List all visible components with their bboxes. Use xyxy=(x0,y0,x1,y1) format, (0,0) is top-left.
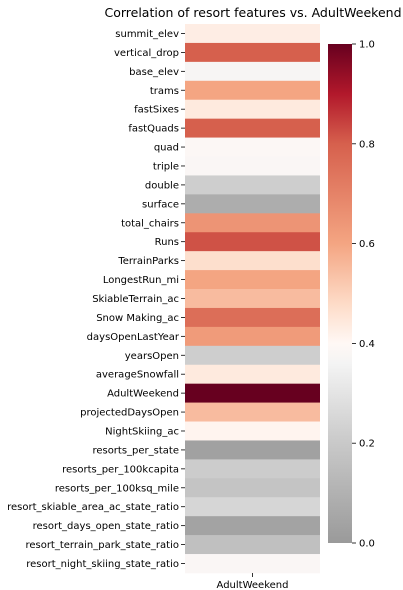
heatmap-cell-resort-night-skiing-state-ratio xyxy=(185,554,320,574)
row-label-longestrun-mi: LongestRun_mi xyxy=(103,275,179,286)
row-label-runs: Runs xyxy=(155,237,179,248)
heatmap-cell-double xyxy=(185,175,320,195)
row-label-resort-skiable-area-ac-state-ratio: resort_skiable_area_ac_state_ratio xyxy=(7,502,179,513)
heatmap-cell-fastsixes xyxy=(185,99,320,119)
row-label-fastquads: fastQuads xyxy=(128,124,179,135)
colorbar-ticks: 0.0 0.2 0.4 0.6 0.8 1.0 xyxy=(352,40,375,550)
heatmap-cell-resort-days-open-state-ratio xyxy=(185,516,320,536)
row-label-snow-making-ac: Snow Making_ac xyxy=(96,313,179,324)
heatmap-cell-resort-skiable-area-ac-state-ratio xyxy=(185,497,320,517)
row-label-resorts-per-state: resorts_per_state xyxy=(92,445,179,456)
row-label-trams: trams xyxy=(150,86,179,97)
row-label-averagesnowfall: averageSnowfall xyxy=(96,370,179,381)
row-label-vertical-drop: vertical_drop xyxy=(114,48,179,59)
heatmap-cell-projecteddaysopen xyxy=(185,402,320,422)
row-label-skiableterrain-ac: SkiableTerrain_ac xyxy=(92,294,179,305)
heatmap-cell-resorts-per-state xyxy=(185,440,320,460)
row-label-fastsixes: fastSixes xyxy=(134,105,179,116)
colorbar-tick-label-0-8: 0.8 xyxy=(359,139,375,150)
row-label-nightskiing-ac: NightSkiing_ac xyxy=(105,426,179,437)
heatmap-cell-averagesnowfall xyxy=(185,364,320,384)
heatmap-cell-total-chairs xyxy=(185,213,320,233)
x-axis: AdultWeekend xyxy=(217,572,289,590)
row-label-resorts-per-100ksq-mile: resorts_per_100ksq_mile xyxy=(55,483,179,494)
row-label-quad: quad xyxy=(154,143,179,154)
colorbar-tick-label-0-2: 0.2 xyxy=(359,439,375,450)
heatmap-cell-fastquads xyxy=(185,118,320,138)
colorbar-tick-label-0-0: 0.0 xyxy=(359,539,375,550)
row-label-base-elev: base_elev xyxy=(129,67,179,78)
heatmap-cell-quad xyxy=(185,137,320,157)
heatmap-cell-snow-making-ac xyxy=(185,307,320,328)
colorbar xyxy=(328,44,352,543)
row-label-terrainparks: TerrainParks xyxy=(117,256,179,267)
colorbar-tick-label-0-4: 0.4 xyxy=(359,339,375,350)
heatmap-cell-base-elev xyxy=(185,61,320,82)
row-label-resorts-per-100kcapita: resorts_per_100kcapita xyxy=(62,464,179,475)
heatmap-cell-yearsopen xyxy=(185,345,320,366)
row-label-summit-elev: summit_elev xyxy=(115,29,179,40)
heatmap-cell-nightskiing-ac xyxy=(185,421,320,441)
row-label-resort-night-skiing-state-ratio: resort_night_skiing_state_ratio xyxy=(26,559,179,570)
heatmap-cell-resort-terrain-park-state-ratio xyxy=(185,535,320,555)
row-label-triple: triple xyxy=(153,161,179,172)
heatmap-cell-skiableterrain-ac xyxy=(185,289,320,309)
row-label-projecteddaysopen: projectedDaysOpen xyxy=(80,408,179,419)
heatmap-cell-vertical-drop xyxy=(185,42,320,63)
colorbar-gradient xyxy=(328,44,352,543)
colorbar-tick-label-0-6: 0.6 xyxy=(359,239,375,250)
heatmap-cells xyxy=(185,24,320,574)
heatmap-cell-triple xyxy=(185,156,320,176)
row-label-resort-terrain-park-state-ratio: resort_terrain_park_state_ratio xyxy=(25,540,179,551)
heatmap-cell-resorts-per-100ksq-mile xyxy=(185,478,320,498)
row-label-double: double xyxy=(145,180,179,191)
heatmap-cell-adultweekend xyxy=(185,383,320,403)
row-label-surface: surface xyxy=(142,199,179,210)
heatmap-cell-terrainparks xyxy=(185,251,320,271)
heatmap-cell-resorts-per-100kcapita xyxy=(185,459,320,479)
heatmap-cell-trams xyxy=(185,80,320,101)
colorbar-tick-label-1-0: 1.0 xyxy=(359,40,375,51)
row-label-yearsopen: yearsOpen xyxy=(125,351,179,362)
heatmap-cell-runs xyxy=(185,232,320,252)
heatmap-cell-surface xyxy=(185,194,320,214)
row-label-total-chairs: total_chairs xyxy=(121,218,179,229)
row-label-adultweekend: AdultWeekend xyxy=(107,389,179,400)
heatmap-cell-summit-elev xyxy=(185,24,320,44)
heatmap-cell-longestrun-mi xyxy=(185,270,320,290)
heatmap-cell-daysopenlastyear xyxy=(185,326,320,347)
row-label-daysopenlastyear: daysOpenLastYear xyxy=(87,332,180,343)
x-tick-label: AdultWeekend xyxy=(217,580,289,590)
row-label-resort-days-open-state-ratio: resort_days_open_state_ratio xyxy=(33,521,179,532)
chart-title: Correlation of resort features vs. Adult… xyxy=(104,5,401,20)
